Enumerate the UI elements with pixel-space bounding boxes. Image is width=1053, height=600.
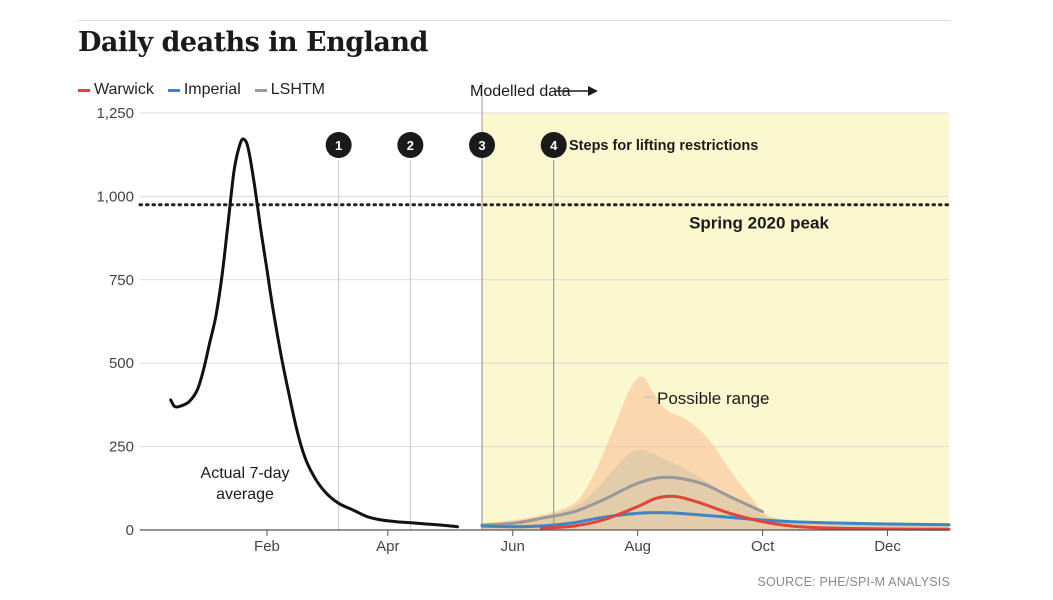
legend: Warwick Imperial LSHTM [78, 80, 339, 100]
peak-reference-label: Spring 2020 peak [689, 214, 829, 233]
step-marker-4 [540, 132, 567, 158]
actual-label-line1: Actual 7-day [201, 465, 290, 482]
step-number-3: 3 [478, 138, 485, 153]
possible-range-outer [482, 376, 949, 530]
legend-item-warwick: Warwick [78, 81, 154, 99]
x-tick-label: Dec [874, 538, 901, 555]
y-tick-label: 0 [126, 522, 134, 539]
x-tick-label: Feb [254, 538, 280, 555]
legend-swatch-imperial [167, 88, 180, 92]
step-marker-2 [397, 132, 424, 158]
x-tick-label: Aug [624, 538, 651, 555]
top-rule [78, 20, 950, 21]
actual-line [169, 137, 459, 529]
legend-item-lshtm: LSHTM [254, 81, 325, 99]
legend-label-lshtm: LSHTM [270, 81, 325, 98]
modelled-arrow-head [588, 86, 598, 96]
actual-label-line2: average [216, 486, 274, 503]
x-tick-label: Jun [501, 538, 525, 555]
y-tick-label: 750 [109, 272, 134, 289]
legend-swatch-lshtm [254, 88, 267, 92]
legend-item-imperial: Imperial [167, 81, 241, 99]
legend-label-warwick: Warwick [94, 81, 154, 98]
y-tick-label: 1,250 [96, 105, 134, 122]
series-line-warwick [539, 494, 951, 531]
step-marker-3 [469, 132, 496, 158]
step-marker-1 [325, 132, 352, 158]
y-tick-label: 250 [109, 439, 134, 456]
step-number-1: 1 [335, 138, 342, 153]
chart-title: Daily deaths in England [78, 27, 428, 58]
legend-label-imperial: Imperial [183, 81, 241, 98]
range-label: Possible range [657, 389, 769, 408]
x-tick-label: Apr [376, 538, 399, 555]
x-tick-label: Oct [751, 538, 775, 555]
step-number-4: 4 [550, 138, 558, 153]
modelled-label: Modelled data [470, 83, 571, 100]
y-tick-label: 500 [109, 355, 134, 372]
step-number-2: 2 [407, 138, 414, 153]
steps-label: Steps for lifting restrictions [569, 138, 758, 154]
source-note: SOURCE: PHE/SPI-M ANALYSIS [757, 575, 950, 589]
series-line-imperial [480, 511, 951, 529]
series-line-lshtm [480, 475, 765, 527]
y-tick-label: 1,000 [96, 188, 134, 205]
legend-swatch-warwick [78, 88, 90, 92]
